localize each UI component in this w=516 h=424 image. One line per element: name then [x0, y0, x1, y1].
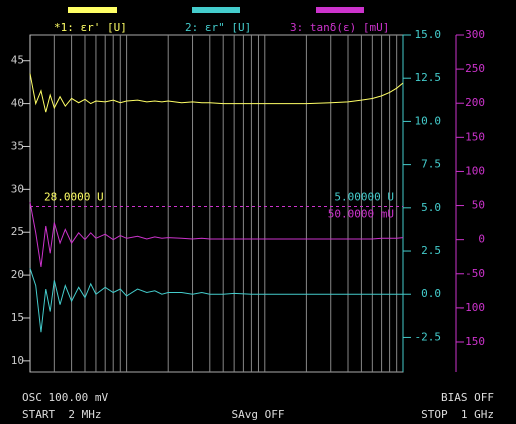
y-tick-label: 10 [11, 354, 24, 367]
y-tick-label: 20 [11, 268, 24, 281]
footer-text: STOP 1 GHz [421, 408, 494, 421]
y-tick-label: 150 [465, 130, 485, 143]
y-tick-label: 25 [11, 225, 24, 238]
y-tick-label: 5.0 [421, 201, 441, 214]
legend-swatch [316, 7, 364, 13]
y-tick-label: 40 [11, 97, 24, 110]
reference-label: 28.0000 U [44, 191, 104, 204]
y-tick-label: 10.0 [415, 114, 442, 127]
legend-swatch [68, 7, 117, 13]
legend-swatch [192, 7, 240, 13]
y-tick-label: 45 [11, 54, 24, 67]
legend-label: 2: εr" [U] [185, 21, 251, 34]
y-tick-label: 0.0 [421, 287, 441, 300]
y-tick-label: 2.5 [421, 244, 441, 257]
y-tick-label: -2.5 [415, 330, 442, 343]
footer-text: START 2 MHz [22, 408, 101, 421]
y-tick-label: 30 [11, 182, 24, 195]
y-tick-label: 100 [465, 164, 485, 177]
footer-text: BIAS OFF [441, 391, 494, 404]
y-tick-label: 50 [472, 199, 485, 212]
series-line [29, 202, 404, 268]
y-tick-label: 0 [478, 233, 485, 246]
y-tick-label: 15 [11, 311, 24, 324]
footer-text: OSC 100.00 mV [22, 391, 108, 404]
series-line [29, 73, 404, 113]
y-tick-label: 200 [465, 96, 485, 109]
y-tick-label: 250 [465, 62, 485, 75]
footer-text: SAvg OFF [232, 408, 285, 421]
legend-label: 3: tanδ(ε) [mU] [290, 21, 389, 34]
y-tick-label: -50 [465, 267, 485, 280]
y-tick-label: -100 [459, 301, 486, 314]
reference-label: 50.0000 mU [328, 208, 394, 221]
legend-label: *1: εr' [U] [54, 21, 127, 34]
y-tick-label: 300 [465, 28, 485, 41]
reference-label: 5.00000 U [334, 191, 394, 204]
y-tick-label: 7.5 [421, 158, 441, 171]
series-line [29, 268, 403, 333]
y-tick-label: 12.5 [415, 71, 442, 84]
y-tick-label: -150 [459, 335, 486, 348]
y-tick-label: 35 [11, 139, 24, 152]
y-tick-label: 15.0 [415, 28, 442, 41]
